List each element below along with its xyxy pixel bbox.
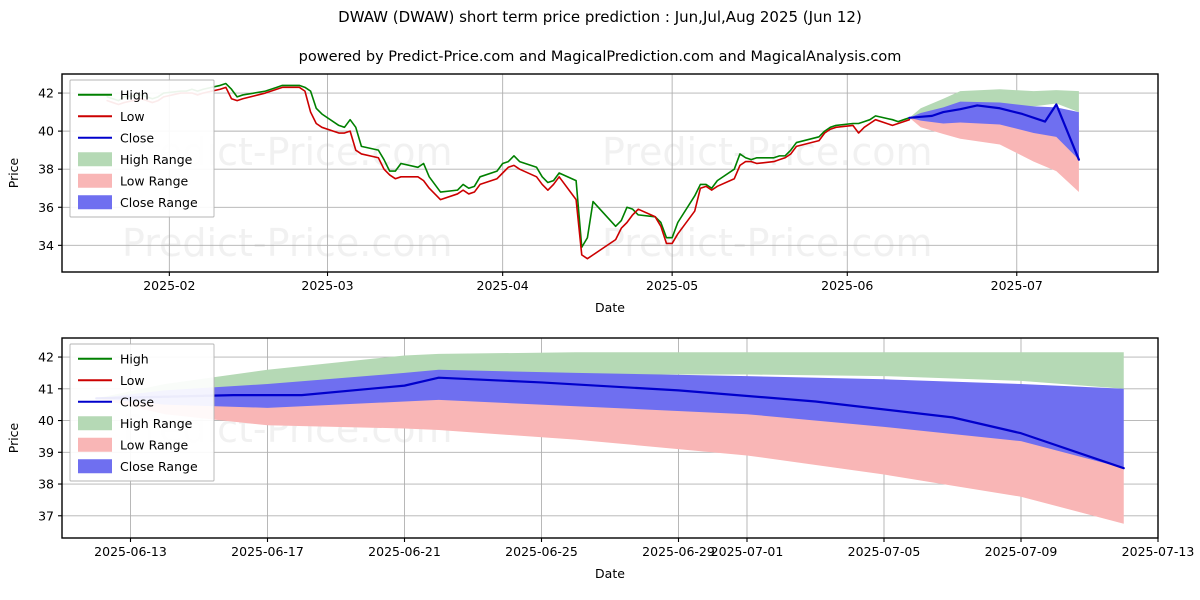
band-high-range: [96, 352, 1124, 399]
legend-item-label: Low: [120, 109, 145, 124]
plot-border: [61, 337, 1159, 539]
legend-patch-swatch: [78, 459, 112, 474]
legend-item-label: Close Range: [120, 195, 198, 210]
y-tick-label: 42: [38, 86, 54, 101]
x-tick-label: 2025-07-01: [711, 544, 784, 559]
legend-item-label: Low: [120, 373, 145, 388]
y-axis: 34 36 38 40 42 Price: [6, 86, 62, 253]
x-tick-label: 2025-07-13: [1122, 544, 1195, 559]
legend-item-high-range: High Range: [78, 152, 193, 167]
band-low-range: [96, 395, 1124, 524]
x-tick-label: 2025-06-29: [642, 544, 715, 559]
y-tick-label: 39: [38, 445, 54, 460]
forecast-bands: [96, 352, 1124, 524]
legend-item-low-range: Low Range: [78, 173, 189, 188]
x-axis-label: Date: [595, 566, 625, 581]
x-tick-label: 2025-06-21: [368, 544, 441, 559]
series-line-close: [908, 103, 1081, 161]
series-line-high: [106, 82, 911, 249]
band-close-range: [96, 369, 1124, 469]
top-chart: Predict-Price.com Predict-Price.com Predic…: [6, 73, 1159, 315]
x-tick-label: 2025-07-09: [985, 544, 1058, 559]
legend-item-close-range: Close Range: [78, 195, 198, 210]
legend-item-label: Low Range: [120, 173, 189, 188]
y-axis: 37 38 39 40 41 42 Price: [6, 350, 62, 523]
y-tick-label: 37: [38, 508, 54, 523]
x-axis: 2025-02 2025-03 2025-04 2025-05 2025-06 2025-…: [143, 272, 1043, 315]
legend-patch-swatch: [78, 173, 112, 188]
x-tick-label: 2025-07-05: [848, 544, 921, 559]
chart-title: DWAW (DWAW) short term price prediction …: [338, 8, 862, 26]
y-axis-label: Price: [6, 422, 21, 453]
band-close-range: [909, 101, 1079, 160]
x-tick-label: 2025-06-17: [231, 544, 304, 559]
y-tick-label: 38: [38, 162, 54, 177]
y-tick-label: 36: [38, 200, 54, 215]
legend-item-close: Close: [78, 130, 154, 145]
x-tick-label: 2025-06: [821, 278, 873, 293]
watermark-text: Predict-Price.com: [122, 221, 453, 265]
x-tick-label: 2025-02: [143, 278, 195, 293]
series-lines: [95, 376, 1125, 470]
legend-item-low-range: Low Range: [78, 437, 189, 452]
legend-item-label: High Range: [120, 416, 193, 431]
legend-item-label: High Range: [120, 152, 193, 167]
x-axis-label: Date: [595, 300, 625, 315]
y-tick-label: 42: [38, 350, 54, 365]
y-tick-label: 40: [38, 124, 54, 139]
series-line-low: [106, 86, 911, 260]
legend-item-label: Close: [120, 394, 154, 409]
legend-item-low: Low: [78, 109, 145, 124]
band-low-range: [909, 117, 1079, 193]
legend-item-label: High: [120, 351, 149, 366]
series-line-close: [95, 376, 1125, 470]
x-tick-label: 2025-05: [646, 278, 698, 293]
legend-patch-swatch: [78, 416, 112, 431]
x-tick-label: 2025-06-13: [94, 544, 167, 559]
x-tick-label: 2025-04: [477, 278, 529, 293]
plot-border: [61, 73, 1159, 273]
watermark-text: Predict-Price.com: [602, 130, 933, 174]
x-tick-label: 2025-07: [991, 278, 1043, 293]
watermark-text: Predict-Price.com: [602, 221, 933, 265]
legend-item-close: Close: [78, 394, 154, 409]
legend-patch-swatch: [78, 437, 112, 452]
legend-item-high-range: High Range: [78, 416, 193, 431]
bottom-chart: Predict-Price.comPredict-Price.com373839…: [6, 337, 1194, 581]
legend-item-label: High: [120, 87, 149, 102]
x-tick-label: 2025-03: [301, 278, 353, 293]
y-tick-label: 34: [38, 238, 54, 253]
legend-item-label: Close Range: [120, 459, 198, 474]
legend-item-high: High: [78, 351, 149, 366]
x-tick-label: 2025-06-25: [505, 544, 578, 559]
legend-item-low: Low: [78, 373, 145, 388]
y-axis-label: Price: [6, 157, 21, 188]
legend: High Low Close High Range Low Range Close Ran…: [69, 343, 215, 482]
x-axis: 2025-06-13 2025-06-17 2025-06-21 2025-06-25…: [94, 538, 1194, 581]
legend-patch-swatch: [78, 152, 112, 167]
y-tick-label: 38: [38, 477, 54, 492]
legend-patch-swatch: [78, 195, 112, 210]
legend-item-close-range: Close Range: [78, 459, 198, 474]
series-lines: [106, 82, 1081, 260]
legend: High Low Close High Range Low Range Close Ran…: [69, 79, 215, 218]
chart-subtitle: powered by Predict-Price.com and Magical…: [299, 49, 902, 65]
y-tick-label: 40: [38, 413, 54, 428]
watermark: Predict-Price.com Predict-Price.com Predic…: [122, 130, 933, 265]
y-tick-label: 41: [38, 381, 54, 396]
legend-item-label: Low Range: [120, 437, 189, 452]
legend-item-label: Close: [120, 130, 154, 145]
legend-item-high: High: [78, 87, 149, 102]
